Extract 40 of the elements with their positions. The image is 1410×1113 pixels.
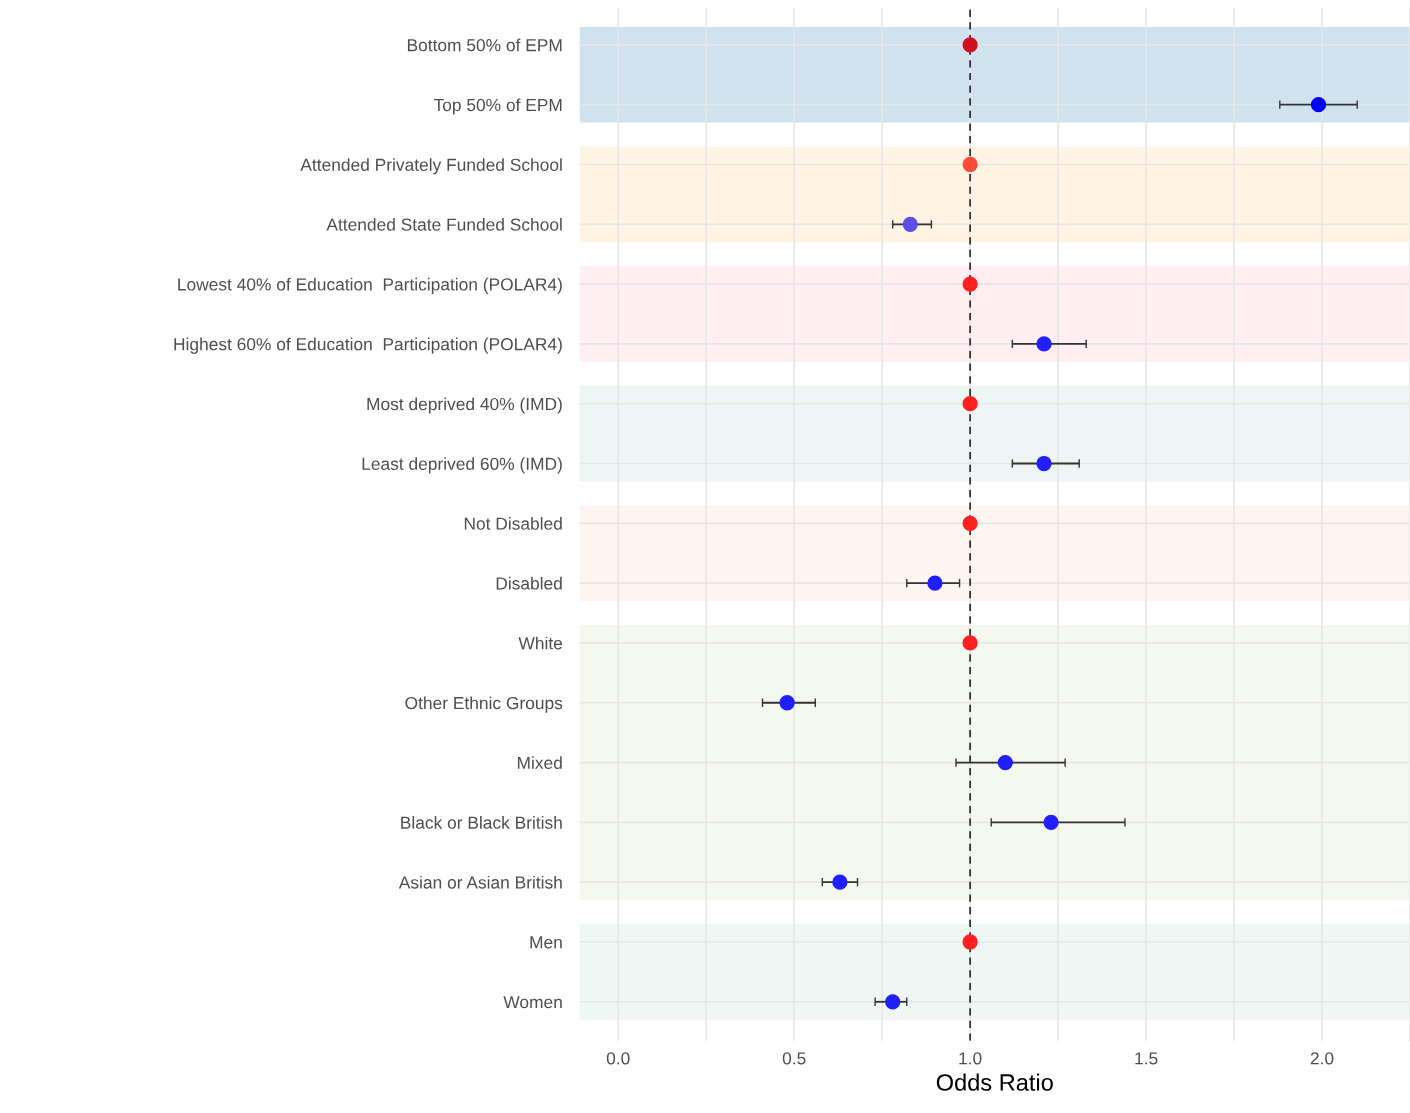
x-tick-label: 0.0 [606, 1052, 630, 1065]
y-tick-label: Men [530, 936, 562, 949]
point [962, 156, 978, 173]
y-tick-label: Least deprived 60% (IMD) [362, 457, 562, 474]
point [962, 37, 978, 53]
point [962, 396, 978, 412]
y-tick-label: Other Ethnic Groups [405, 696, 563, 713]
point [997, 754, 1013, 771]
x-tick-label: 0.5 [782, 1052, 806, 1065]
point [962, 276, 978, 292]
point [962, 635, 978, 651]
y-tick-label: Lowest 40% of Education Participation (POLAR4) [178, 277, 562, 294]
y-tick-label: Mixed [517, 756, 562, 770]
y-tick-label: Women [503, 996, 562, 1009]
x-tick-label: 1.5 [1135, 1052, 1158, 1065]
point [962, 515, 978, 531]
point [962, 934, 978, 950]
x-tick-label: 1.0 [959, 1052, 982, 1065]
point [1036, 455, 1052, 472]
y-tick-label: Attended State Funded School [326, 218, 562, 231]
point [1310, 97, 1327, 113]
y-tick-label: Bottom 50% of EPM [407, 38, 562, 52]
point [902, 216, 918, 232]
y-tick-label: Black or Black British [401, 816, 562, 829]
x-axis-title: Odds Ratio [936, 1073, 1053, 1091]
y-tick-label: Most deprived 40% (IMD) [367, 397, 562, 414]
point [1043, 814, 1059, 830]
y-tick-label: Not Disabled [464, 517, 562, 530]
point [779, 695, 795, 711]
y-tick-label: Top 50% of EPM [433, 98, 562, 115]
y-tick-label: Asian or Asian British [398, 875, 562, 889]
y-tick-label: Disabled [496, 576, 562, 590]
x-tick-label: 2.0 [1310, 1052, 1334, 1065]
point [885, 994, 901, 1010]
point [1036, 336, 1052, 352]
y-tick-label: White [518, 636, 563, 650]
point [927, 575, 943, 591]
point [832, 874, 848, 890]
y-tick-label: Attended Privately Funded School [300, 158, 562, 175]
y-tick-label: Highest 60% of Education Participation (POLAR4) [174, 337, 562, 354]
